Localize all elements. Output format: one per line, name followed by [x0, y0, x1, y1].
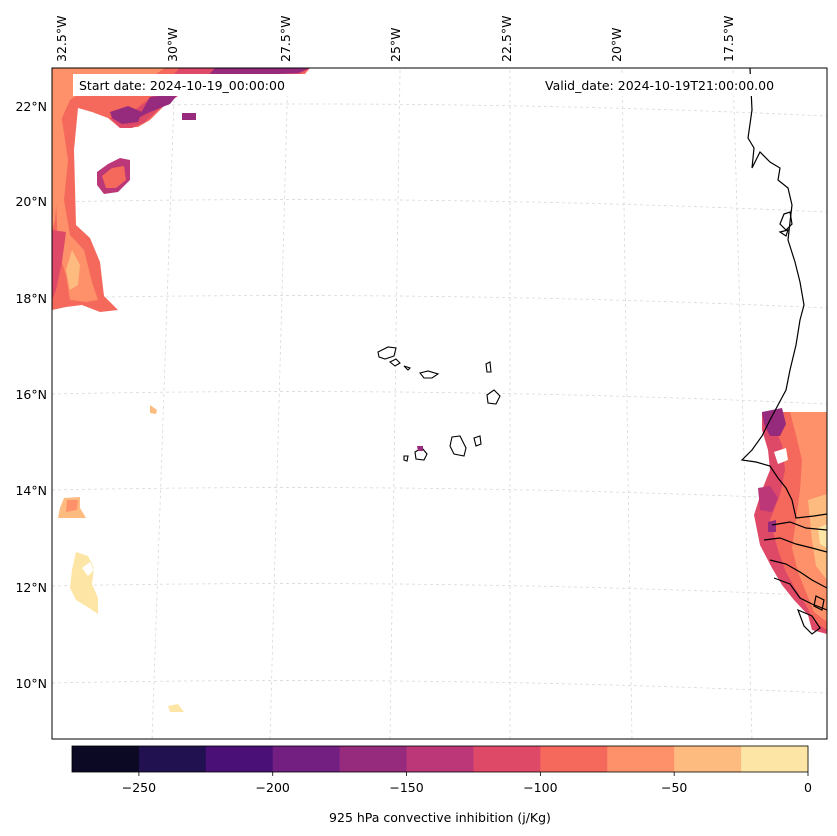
colorbar-cell	[674, 746, 742, 772]
lat-label-20n: 20°N	[15, 194, 47, 209]
colorbar-cell	[72, 746, 140, 772]
parallel-16n	[52, 391, 827, 405]
parallel-12n	[52, 583, 827, 597]
colorbar-cell	[339, 746, 408, 772]
lon-label-17-5w: 17.5°W	[721, 16, 736, 62]
cabo-verde-islands	[377, 346, 501, 462]
map-panel	[52, 68, 827, 739]
parallel-20n	[52, 199, 827, 213]
meridian-27-5w	[269, 69, 289, 739]
meridian-30w	[151, 69, 176, 739]
cin-patch-small	[150, 405, 157, 414]
lon-label-27-5w: 27.5°W	[278, 16, 293, 62]
lon-label-32-5w: 32.5°W	[54, 16, 69, 62]
colorbar-frame	[71, 745, 809, 773]
parallel-18n	[52, 295, 827, 309]
colorbar-cell	[138, 746, 207, 772]
colorbar-tick-label: −200	[256, 780, 290, 795]
meridian-20w	[621, 69, 633, 739]
colorbar-cell	[272, 746, 341, 772]
valid-date-box	[538, 74, 810, 96]
cin-patch-island	[417, 446, 423, 451]
colorbar-cell	[741, 746, 809, 772]
lon-label-25w: 25°W	[388, 27, 403, 62]
parallel-14n	[52, 487, 827, 501]
longitude-labels: 32.5°W 30°W 27.5°W 25°W 22.5°W 20°W 17.5…	[54, 16, 736, 62]
start-date-label: Start date: 2024-10-19_00:00:00	[79, 78, 285, 93]
meridian-17-5w	[732, 69, 753, 739]
colorbar-tick-label: −250	[122, 780, 156, 795]
lat-label-18n: 18°N	[15, 291, 47, 306]
latitude-labels: 22°N 20°N 18°N 16°N 14°N 12°N 10°N	[15, 99, 47, 691]
colorbar-cell	[607, 746, 675, 772]
map-frame	[51, 67, 828, 740]
colorbar-title: 925 hPa convective inhibition (j/Kg)	[329, 810, 551, 825]
colorbar-cell	[473, 746, 541, 772]
lon-label-20w: 20°W	[609, 27, 624, 62]
colorbar-cell	[205, 746, 274, 772]
parallel-10n	[52, 680, 827, 694]
colorbar-tick-label: 0	[804, 780, 812, 795]
lat-label-12n: 12°N	[15, 580, 47, 595]
colorbar-tick-label: −50	[661, 780, 687, 795]
lon-label-22-5w: 22.5°W	[499, 16, 514, 62]
lat-label-10n: 10°N	[15, 676, 47, 691]
lat-label-14n: 14°N	[15, 483, 47, 498]
colorbar: −250 −200 −150 −100 −50 0 925 hPa convective …	[71, 745, 812, 825]
lat-label-16n: 16°N	[15, 387, 47, 402]
lon-label-30w: 30°W	[165, 27, 180, 62]
colorbar-cell	[540, 746, 608, 772]
coastline	[740, 68, 827, 635]
colorbar-cell	[406, 746, 474, 772]
colorbar-tick-label: −150	[389, 780, 423, 795]
start-date-box	[73, 74, 313, 96]
meridian-25w	[389, 69, 401, 739]
colorbar-tick-label: −100	[523, 780, 557, 795]
valid-date-label: Valid_date: 2024-10-19T21:00:00.00	[545, 78, 774, 93]
lat-label-22n: 22°N	[15, 99, 47, 114]
cin-patch-9n	[168, 704, 184, 712]
